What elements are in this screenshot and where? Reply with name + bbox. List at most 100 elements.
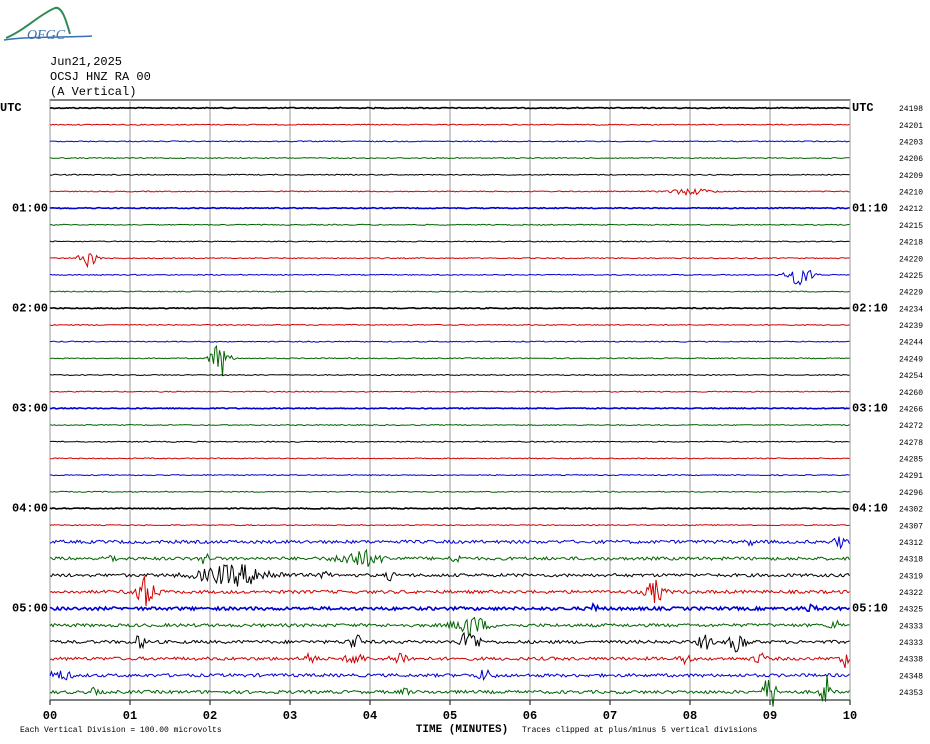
logo: OFGC bbox=[3, 6, 93, 43]
left-time-label: 02:00 bbox=[12, 301, 48, 315]
row-count: 24210 bbox=[899, 189, 923, 198]
row-count: 24325 bbox=[899, 606, 923, 615]
row-count: 24318 bbox=[899, 556, 923, 565]
clip-note: Traces clipped at plus/minus 5 vertical … bbox=[522, 726, 757, 735]
row-count: 24348 bbox=[899, 672, 923, 681]
row-count: 24312 bbox=[899, 539, 923, 548]
row-count: 24206 bbox=[899, 155, 923, 164]
row-count: 24278 bbox=[899, 439, 923, 448]
row-count: 24249 bbox=[899, 355, 923, 364]
row-count: 24307 bbox=[899, 522, 923, 531]
row-count: 24338 bbox=[899, 656, 923, 665]
trace bbox=[49, 290, 850, 293]
trace bbox=[49, 390, 850, 393]
trace bbox=[49, 106, 850, 110]
right-time-label: 04:10 bbox=[852, 502, 888, 516]
row-count: 24215 bbox=[899, 222, 923, 231]
row-count: 24353 bbox=[899, 689, 923, 698]
x-tick-label: 04 bbox=[363, 709, 377, 723]
left-time-label: 05:00 bbox=[12, 602, 48, 616]
x-tick-label: 00 bbox=[43, 709, 57, 723]
left-time-label: 04:00 bbox=[12, 502, 48, 516]
row-count: 24234 bbox=[899, 305, 923, 314]
left-time-label: 03:00 bbox=[12, 402, 48, 416]
scale-note: Each Vertical Division = 100.00 microvol… bbox=[20, 726, 222, 735]
left-time-label: UTC bbox=[0, 101, 22, 115]
trace bbox=[49, 675, 850, 707]
traces bbox=[49, 106, 851, 707]
row-count: 24203 bbox=[899, 138, 923, 147]
row-count: 24322 bbox=[899, 589, 923, 598]
row-count: 24333 bbox=[899, 639, 923, 648]
trace bbox=[49, 173, 850, 176]
row-count: 24272 bbox=[899, 422, 923, 431]
trace bbox=[49, 206, 850, 210]
row-count: 24244 bbox=[899, 339, 923, 348]
grid bbox=[49, 100, 851, 705]
row-count: 24285 bbox=[899, 456, 923, 465]
x-tick-label: 02 bbox=[203, 709, 217, 723]
trace bbox=[49, 187, 850, 197]
row-count: 24201 bbox=[899, 122, 923, 131]
logo-text: OFGC bbox=[27, 28, 66, 43]
trace bbox=[49, 423, 850, 427]
trace bbox=[49, 223, 850, 226]
left-time-label: 01:00 bbox=[12, 201, 48, 215]
logo-mountain bbox=[5, 6, 71, 39]
trace bbox=[50, 457, 850, 460]
right-time-label: 01:10 bbox=[852, 201, 888, 215]
row-count: 24212 bbox=[899, 205, 923, 214]
row-count: 24302 bbox=[899, 506, 923, 515]
right-time-label: 05:10 bbox=[852, 602, 888, 616]
row-count: 24296 bbox=[899, 489, 923, 498]
component: (A Vertical) bbox=[50, 85, 136, 99]
row-count: 24239 bbox=[899, 322, 923, 331]
row-count: 24260 bbox=[899, 389, 923, 398]
row-count: 24229 bbox=[899, 289, 923, 298]
trace bbox=[49, 668, 850, 682]
x-tick-label: 06 bbox=[523, 709, 537, 723]
trace bbox=[50, 253, 850, 269]
date: Jun21,2025 bbox=[50, 55, 122, 69]
trace bbox=[49, 507, 850, 510]
x-tick-label: 03 bbox=[283, 709, 297, 723]
trace bbox=[49, 490, 850, 493]
row-count: 24254 bbox=[899, 372, 923, 381]
trace bbox=[49, 323, 850, 326]
x-tick-label: 09 bbox=[763, 709, 777, 723]
row-count: 24319 bbox=[899, 572, 923, 581]
trace bbox=[49, 373, 850, 377]
row-count: 24291 bbox=[899, 472, 923, 481]
right-time-label: 03:10 bbox=[852, 402, 888, 416]
trace bbox=[49, 306, 850, 310]
trace bbox=[49, 536, 850, 550]
x-tick-label: 10 bbox=[843, 709, 857, 723]
logo-wave bbox=[3, 35, 93, 41]
trace bbox=[49, 344, 850, 377]
row-count: 24218 bbox=[899, 239, 923, 248]
row-count: 24198 bbox=[899, 105, 923, 114]
x-axis-title: TIME (MINUTES) bbox=[416, 724, 508, 736]
station: OCSJ HNZ RA 00 bbox=[50, 70, 151, 84]
x-tick-label: 01 bbox=[123, 709, 137, 723]
trace bbox=[49, 616, 850, 637]
labels: 00 01 02 03 04 05 06 07 08 09 10 UTC UTC 24198 24201 24… bbox=[0, 101, 923, 723]
row-count: 24333 bbox=[899, 622, 923, 631]
row-count: 24220 bbox=[899, 255, 923, 264]
x-tick-label: 05 bbox=[443, 709, 457, 723]
trace bbox=[49, 406, 850, 410]
right-time-label: UTC bbox=[852, 101, 874, 115]
trace bbox=[49, 157, 850, 160]
trace bbox=[49, 601, 851, 613]
trace bbox=[49, 269, 850, 286]
trace bbox=[49, 651, 850, 669]
trace bbox=[49, 576, 850, 607]
trace bbox=[49, 340, 850, 343]
trace bbox=[49, 123, 850, 126]
trace bbox=[49, 440, 850, 443]
right-time-label: 02:10 bbox=[852, 301, 888, 315]
trace bbox=[49, 140, 850, 143]
trace bbox=[49, 548, 850, 567]
row-count: 24266 bbox=[899, 405, 923, 414]
